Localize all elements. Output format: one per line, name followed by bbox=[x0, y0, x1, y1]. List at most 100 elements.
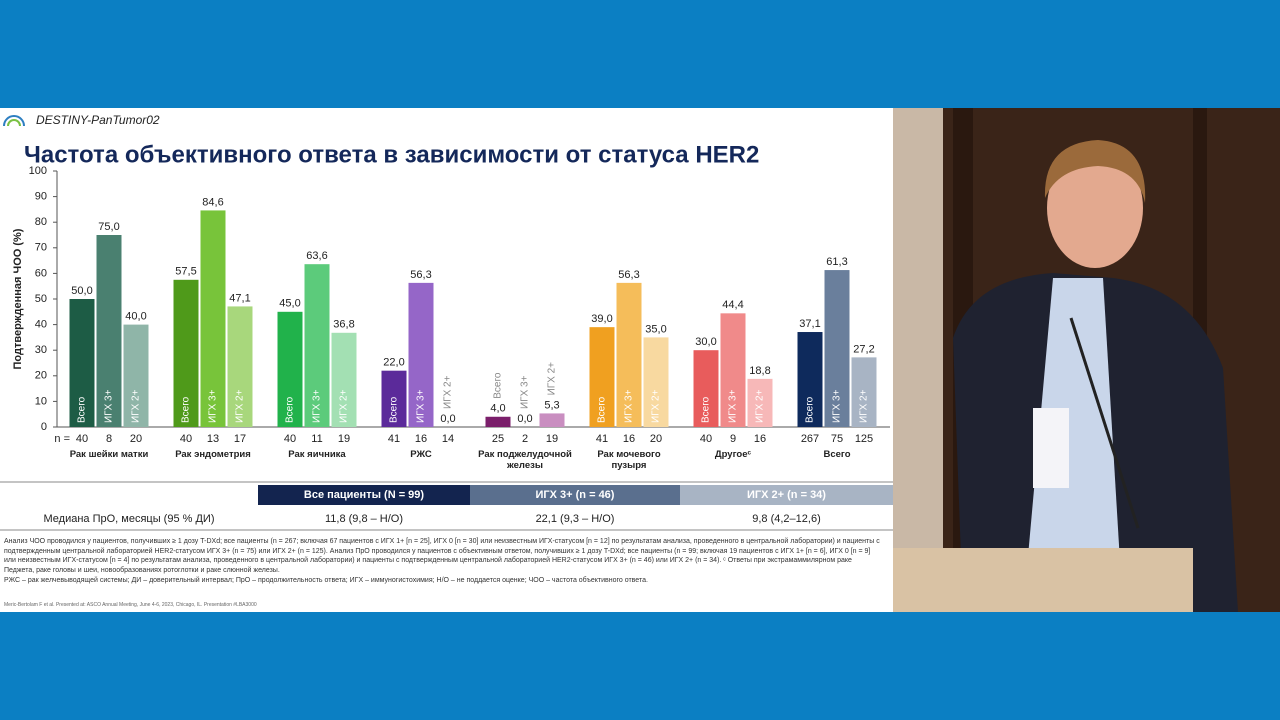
bar bbox=[69, 299, 95, 427]
speaker-head bbox=[1047, 148, 1143, 268]
bar bbox=[589, 327, 615, 427]
bar bbox=[331, 332, 357, 427]
n-label: n = bbox=[54, 433, 70, 445]
bar bbox=[173, 279, 199, 427]
n-value: 40 bbox=[284, 433, 296, 445]
n-value: 125 bbox=[855, 433, 873, 445]
value-label: 50,0 bbox=[71, 285, 92, 297]
n-value: 16 bbox=[623, 433, 635, 445]
n-value: 75 bbox=[831, 433, 843, 445]
bar bbox=[693, 350, 719, 427]
series-label: ИГХ 2+ bbox=[859, 389, 870, 423]
n-value: 17 bbox=[234, 433, 246, 445]
n-value: 25 bbox=[492, 433, 504, 445]
y-tick-label: 60 bbox=[35, 267, 47, 279]
series-label: ИГХ 2+ bbox=[547, 362, 558, 396]
bar bbox=[304, 264, 330, 427]
y-tick-label: 30 bbox=[35, 344, 47, 356]
bar bbox=[485, 416, 511, 427]
badge bbox=[1033, 408, 1069, 488]
category-label: Другоеᶜ bbox=[714, 449, 752, 460]
y-tick-label: 90 bbox=[35, 191, 47, 203]
value-label: 4,0 bbox=[490, 403, 505, 415]
n-value: 2 bbox=[522, 433, 528, 445]
y-tick-label: 10 bbox=[35, 395, 47, 407]
series-label: Всего bbox=[493, 372, 504, 399]
value-label: 27,2 bbox=[853, 343, 874, 355]
bar bbox=[824, 270, 850, 427]
footnote: Анализ ЧОО проводился у пациентов, получ… bbox=[4, 538, 880, 574]
bar bbox=[277, 311, 303, 427]
value-label: 30,0 bbox=[695, 336, 716, 348]
bar bbox=[539, 413, 565, 427]
series-label: Всего bbox=[701, 396, 712, 423]
series-label: ИГХ 2+ bbox=[651, 389, 662, 423]
table-cell: 22,1 (9,3 – Н/О) bbox=[535, 513, 615, 525]
table-cell: 9,8 (4,2–12,6) bbox=[752, 513, 821, 525]
series-label: ИГХ 3+ bbox=[520, 375, 531, 409]
bar bbox=[96, 235, 122, 427]
value-label: 57,5 bbox=[175, 266, 196, 278]
series-label: ИГХ 3+ bbox=[104, 389, 115, 423]
lectern bbox=[893, 548, 1193, 612]
n-value: 41 bbox=[596, 433, 608, 445]
series-label: ИГХ 3+ bbox=[416, 389, 427, 423]
bar bbox=[797, 332, 823, 427]
value-label: 35,0 bbox=[645, 323, 666, 335]
value-label: 0,0 bbox=[517, 413, 532, 425]
value-label: 37,1 bbox=[799, 318, 820, 330]
wall-light bbox=[893, 108, 943, 612]
n-value: 19 bbox=[338, 433, 350, 445]
footnote: РЖС – рак желчевыводящей системы; ДИ – д… bbox=[4, 577, 648, 584]
slide-chart: DESTINY-PanTumor02 Частота объективного … bbox=[0, 113, 893, 531]
bar bbox=[381, 370, 407, 427]
value-label: 22,0 bbox=[383, 357, 404, 369]
n-value: 14 bbox=[442, 433, 454, 445]
n-value: 16 bbox=[415, 433, 427, 445]
y-tick-label: 80 bbox=[35, 216, 47, 228]
n-value: 13 bbox=[207, 433, 219, 445]
value-label: 56,3 bbox=[410, 269, 431, 281]
series-label: Всего bbox=[285, 396, 296, 423]
n-value: 40 bbox=[700, 433, 712, 445]
series-label: ИГХ 2+ bbox=[755, 389, 766, 423]
series-label: ИГХ 2+ bbox=[235, 389, 246, 423]
series-label: ИГХ 2+ bbox=[443, 375, 454, 409]
value-label: 36,8 bbox=[333, 319, 354, 331]
series-label: ИГХ 3+ bbox=[624, 389, 635, 423]
value-label: 5,3 bbox=[544, 399, 559, 411]
n-value: 41 bbox=[388, 433, 400, 445]
value-label: 75,0 bbox=[98, 221, 119, 233]
category-label: Всего bbox=[823, 449, 851, 460]
category-label: Рак яичника bbox=[288, 449, 346, 460]
value-label: 84,6 bbox=[202, 196, 223, 208]
series-label: ИГХ 3+ bbox=[312, 389, 323, 423]
n-value: 16 bbox=[754, 433, 766, 445]
n-value: 20 bbox=[650, 433, 662, 445]
table-header: ИГХ 3+ (n = 46) bbox=[470, 485, 680, 505]
speaker-hair bbox=[1044, 140, 1146, 203]
slide-title: Частота объективного ответа в зависимост… bbox=[24, 141, 759, 168]
category-label: РЖС bbox=[410, 449, 432, 460]
bar bbox=[616, 282, 642, 427]
value-label: 47,1 bbox=[229, 292, 250, 304]
y-tick-label: 100 bbox=[29, 165, 47, 177]
y-tick-label: 0 bbox=[41, 421, 47, 433]
value-label: 61,3 bbox=[826, 256, 847, 268]
y-tick-label: 20 bbox=[35, 370, 47, 382]
reference: Meric-Bertolam F et al. Presented at: AS… bbox=[4, 602, 257, 608]
category-label: Рак эндометрия bbox=[175, 449, 251, 460]
value-label: 45,0 bbox=[279, 298, 300, 310]
bar bbox=[227, 306, 253, 427]
series-label: Всего bbox=[389, 396, 400, 423]
value-label: 0,0 bbox=[440, 413, 455, 425]
table-header: ИГХ 2+ (n = 34) bbox=[680, 485, 893, 505]
series-label: Всего bbox=[597, 396, 608, 423]
series-label: ИГХ 3+ bbox=[208, 389, 219, 423]
n-value: 40 bbox=[76, 433, 88, 445]
series-label: Всего bbox=[181, 396, 192, 423]
brand: DESTINY-PanTumor02 bbox=[36, 113, 160, 127]
series-label: Всего bbox=[77, 396, 88, 423]
series-label: ИГХ 2+ bbox=[131, 389, 142, 423]
